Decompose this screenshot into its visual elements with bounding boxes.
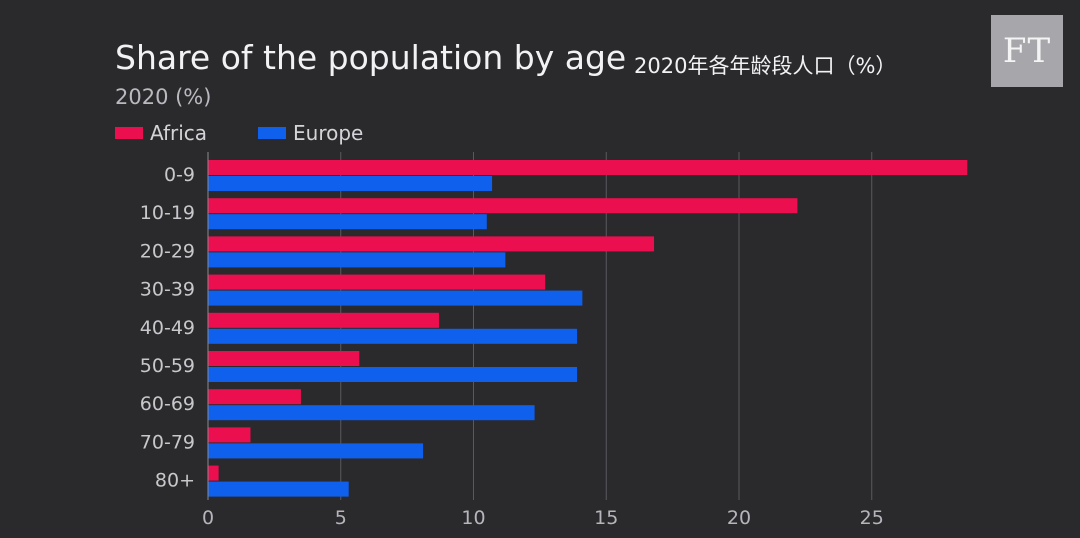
bar-europe-40-49 bbox=[208, 328, 578, 344]
bar-europe-60-69 bbox=[208, 405, 535, 421]
legend-label-africa: Africa bbox=[150, 121, 208, 145]
category-label-70-79: 70-79 bbox=[140, 431, 195, 453]
x-tick-label-20: 20 bbox=[727, 507, 751, 529]
bar-europe-20-29 bbox=[208, 252, 506, 268]
ft-logo: FT bbox=[991, 15, 1063, 87]
bar-europe-30-39 bbox=[208, 290, 583, 306]
chart-title: Share of the population by age bbox=[115, 38, 627, 77]
bar-africa-0-9 bbox=[208, 160, 968, 175]
category-label-30-39: 30-39 bbox=[140, 279, 195, 301]
bar-africa-30-39 bbox=[208, 274, 546, 290]
bar-europe-70-79 bbox=[208, 443, 424, 459]
bar-africa-20-29 bbox=[208, 236, 655, 252]
bar-europe-50-59 bbox=[208, 367, 578, 382]
x-tick-label-25: 25 bbox=[860, 507, 884, 529]
category-label-40-49: 40-49 bbox=[140, 317, 195, 339]
chart-subtitle: 2020 (%) bbox=[115, 85, 212, 109]
bar-africa-10-19 bbox=[208, 198, 798, 214]
x-tick-label-10: 10 bbox=[461, 507, 485, 529]
bar-africa-50-59 bbox=[208, 351, 360, 366]
chart-title-chinese: 2020年各年龄段人口（%） bbox=[634, 54, 897, 78]
ft-logo-text: FT bbox=[1002, 31, 1052, 71]
bar-africa-70-79 bbox=[208, 427, 251, 443]
category-label-0-9: 0-9 bbox=[164, 164, 195, 186]
bar-africa-80+ bbox=[208, 465, 219, 481]
bar-europe-10-19 bbox=[208, 214, 487, 230]
x-tick-label-0: 0 bbox=[202, 507, 214, 529]
category-label-50-59: 50-59 bbox=[140, 355, 195, 377]
x-tick-label-5: 5 bbox=[335, 507, 347, 529]
category-label-10-19: 10-19 bbox=[140, 202, 195, 224]
bar-europe-80+ bbox=[208, 481, 349, 497]
legend-swatch-europe bbox=[258, 127, 286, 139]
x-tick-label-15: 15 bbox=[594, 507, 618, 529]
bar-africa-40-49 bbox=[208, 312, 439, 328]
category-label-80+: 80+ bbox=[155, 470, 195, 492]
bar-europe-0-9 bbox=[208, 176, 493, 191]
legend-swatch-africa bbox=[115, 127, 143, 139]
category-label-20-29: 20-29 bbox=[140, 240, 195, 262]
legend-label-europe: Europe bbox=[293, 121, 364, 145]
category-label-60-69: 60-69 bbox=[140, 393, 195, 415]
bar-africa-60-69 bbox=[208, 389, 301, 405]
